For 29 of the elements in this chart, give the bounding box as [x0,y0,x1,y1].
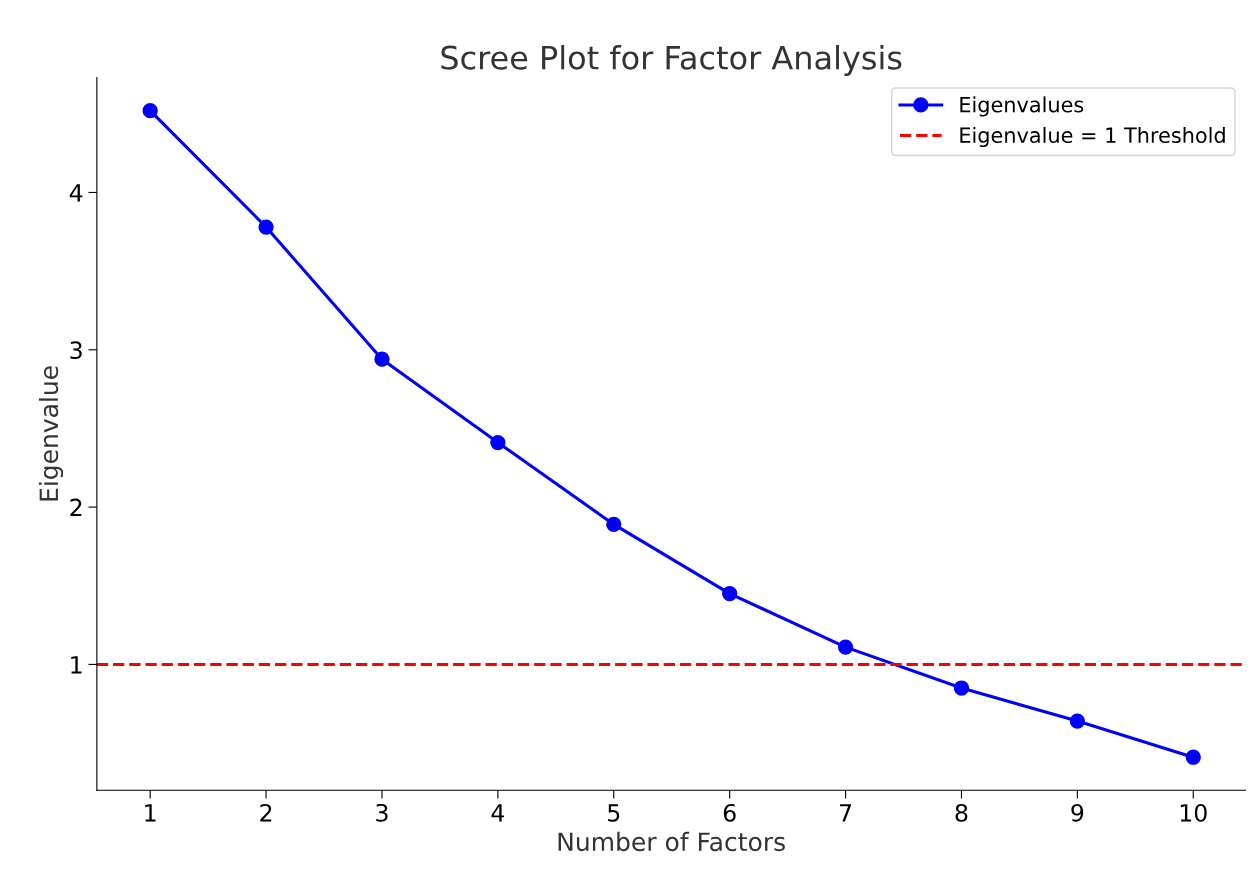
point [374,351,390,367]
y-tick-label: 4 [69,184,83,202]
y-axis-title: Eigenvalue [38,366,64,501]
legend-label: Eigenvalues [960,96,1084,117]
point [606,516,622,533]
x-tick-label: 8 [955,803,968,822]
x-tick-label: 3 [376,803,388,822]
point [722,585,738,602]
x-tick-label: 6 [723,803,736,822]
legend-label: Eigenvalue = 1 Threshold [960,126,1225,148]
y-tick-label: 3 [70,341,82,360]
x-tick-label: 2 [260,803,272,822]
point [953,680,970,696]
point [258,219,274,235]
x-tick-label: 10 [1180,803,1207,822]
point [490,434,506,451]
point [142,103,158,119]
x-tick-label: 1 [145,804,156,822]
point [1185,749,1201,765]
point [837,639,854,655]
x-axis-title: Number of Factors [558,831,785,852]
x-tick-label: 5 [608,804,620,822]
chart-title: Scree Plot for Factor Analysis [441,45,902,76]
y-tick-label: 2 [70,498,82,517]
point [1069,713,1086,729]
x-tick-label: 9 [1071,803,1084,822]
y-tick-label: 1 [71,656,82,674]
x-tick-label: 4 [491,804,505,822]
x-tick-label: 7 [840,804,852,822]
